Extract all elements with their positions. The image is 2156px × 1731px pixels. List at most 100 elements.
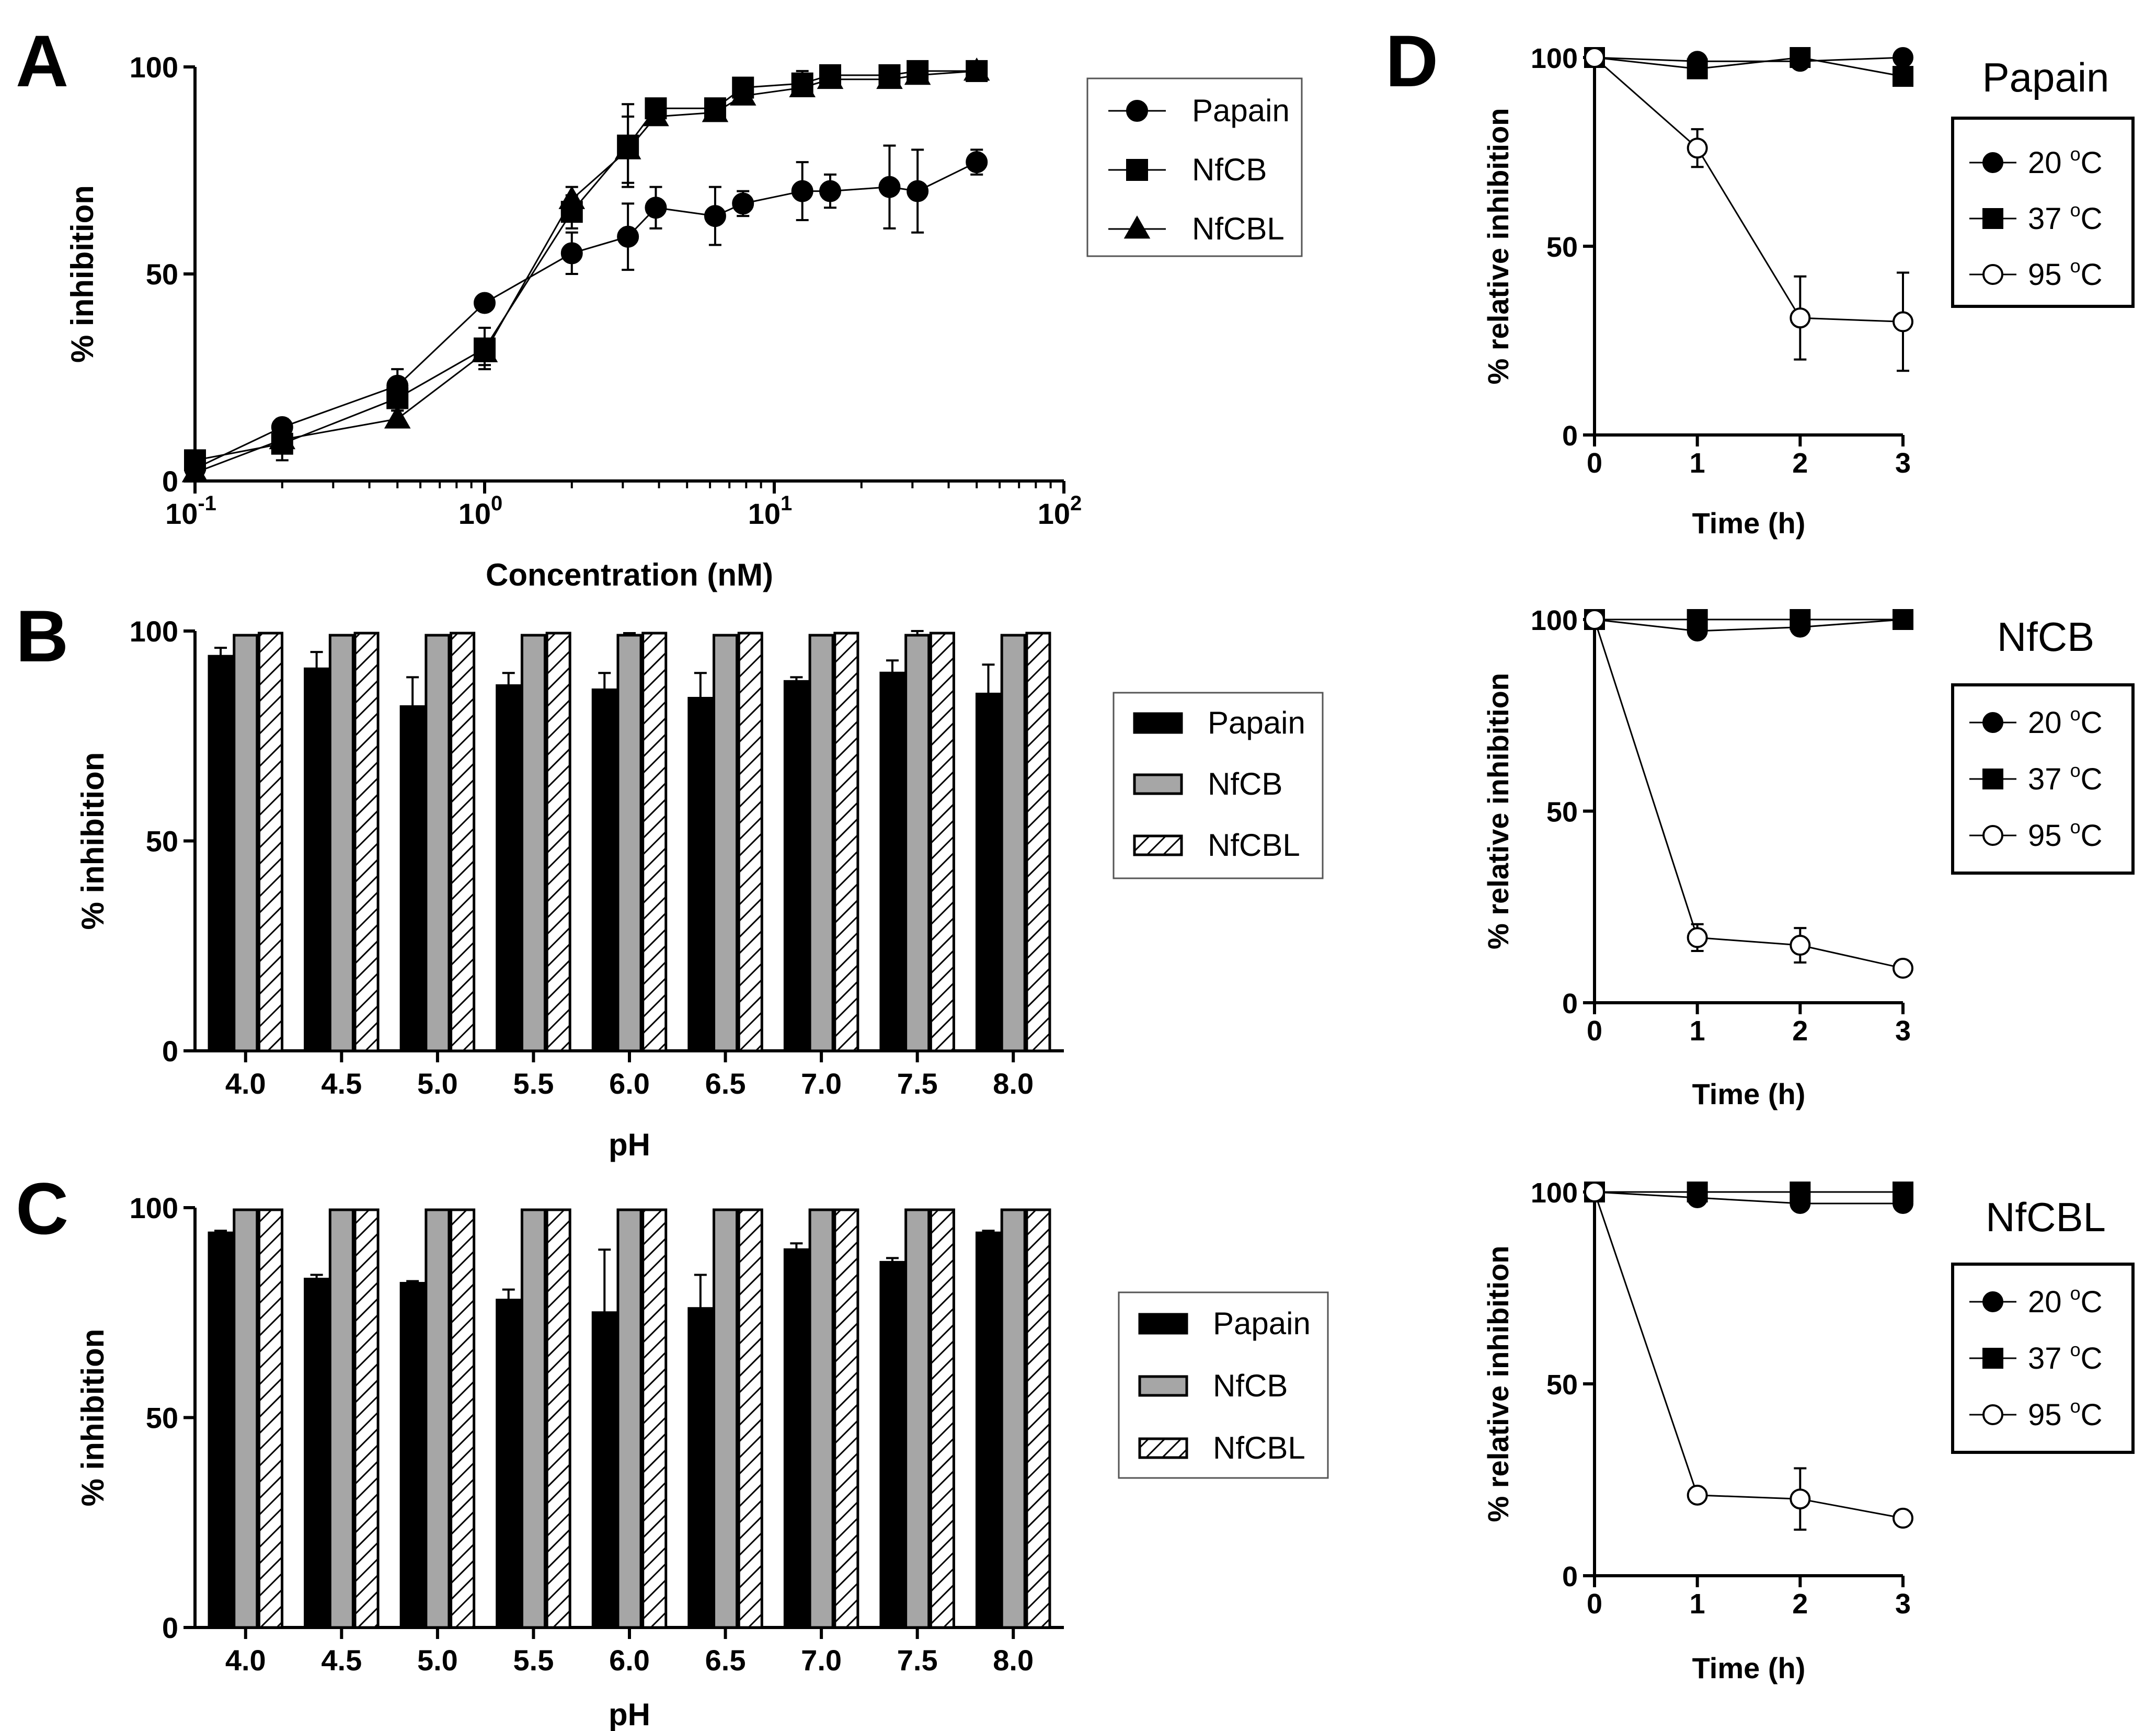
series-open-circle bbox=[1584, 1182, 1913, 1531]
x-tick-label: 6.0 bbox=[609, 1067, 650, 1100]
legend-label-number: 37 bbox=[2028, 762, 2070, 796]
x-tick-label: 7.5 bbox=[897, 1067, 938, 1100]
data-point bbox=[384, 405, 411, 429]
data-point bbox=[560, 242, 583, 265]
series-line bbox=[194, 70, 977, 474]
data-point bbox=[1687, 58, 1708, 79]
data-point bbox=[963, 58, 990, 81]
data-point bbox=[1687, 927, 1708, 948]
series-line bbox=[194, 161, 977, 469]
bar-gray bbox=[233, 1208, 259, 1629]
x-tick-label: 1 bbox=[1690, 1588, 1705, 1620]
data-point bbox=[558, 186, 586, 209]
y-tick-label: 100 bbox=[130, 51, 178, 84]
bar-hatch bbox=[929, 632, 955, 1052]
x-tick-label: 5.5 bbox=[513, 1644, 554, 1677]
series-line bbox=[1593, 1191, 1903, 1519]
y-tick-label: 100 bbox=[1531, 1177, 1578, 1209]
bar-black bbox=[496, 684, 522, 1052]
legend-label: 95 oC bbox=[2028, 255, 2103, 292]
bar-gray bbox=[425, 1208, 451, 1629]
y-tick-label: 0 bbox=[162, 465, 178, 498]
data-point bbox=[471, 339, 498, 362]
legend-marker bbox=[1982, 1404, 2003, 1425]
panel-c-chart: C 0 50 100 4.0 4.5 5.0 5.5 6.0 6.5 7.0 7.5 8.0 pH % in… bbox=[16, 1167, 1329, 1731]
data-point bbox=[269, 426, 296, 450]
x-tick-label: 4.0 bbox=[225, 1067, 266, 1100]
panel-d-papain-chart: D Papain 0 50 100 0 1 2 3 Time (h) % relative inhi… bbox=[1385, 20, 2135, 540]
x-tick-label: 3 bbox=[1895, 448, 1911, 479]
series-square bbox=[184, 60, 988, 472]
legend-label-unit: C bbox=[2081, 1342, 2103, 1375]
data-point bbox=[1584, 609, 1605, 630]
x-tick-label: 6.5 bbox=[705, 1644, 746, 1677]
bar-gray bbox=[713, 1208, 739, 1629]
chart-title: Papain bbox=[1982, 54, 2109, 100]
legend-label-degree: o bbox=[2070, 199, 2081, 221]
legend-label: Papain bbox=[1213, 1306, 1311, 1341]
bar-hatch bbox=[257, 632, 284, 1052]
y-tick-label: 100 bbox=[1531, 43, 1578, 74]
legend-label: NfCBL bbox=[1208, 828, 1300, 863]
bar-black bbox=[783, 680, 809, 1052]
legend-label-degree: o bbox=[2070, 816, 2081, 838]
series-square bbox=[1584, 47, 1913, 87]
legend-label-number: 95 bbox=[2028, 1398, 2070, 1432]
legend-swatch bbox=[1133, 834, 1183, 856]
x-tick-label: 5.0 bbox=[417, 1644, 458, 1677]
legend-label: 37 oC bbox=[2028, 1339, 2103, 1375]
y-axis-label: % relative inhibition bbox=[1482, 108, 1515, 385]
y-axis-label: % inhibition bbox=[75, 1329, 110, 1507]
data-point bbox=[474, 292, 496, 314]
bar-gray bbox=[233, 634, 259, 1052]
x-tick-label: 6.5 bbox=[705, 1067, 746, 1100]
data-point bbox=[1893, 66, 1913, 87]
legend-label: 37 oC bbox=[2028, 199, 2103, 236]
bar-gray bbox=[520, 634, 546, 1052]
x-tick-label: 102 bbox=[1038, 492, 1082, 530]
legend-label-degree: o bbox=[2070, 1339, 2081, 1360]
legend-label: Papain bbox=[1192, 93, 1290, 128]
bar-hatch bbox=[833, 632, 859, 1052]
panel-label: A bbox=[16, 20, 68, 102]
x-tick-exponent: 1 bbox=[781, 492, 792, 515]
legend-label-unit: C bbox=[2081, 1285, 2103, 1319]
bar-gray bbox=[616, 1208, 643, 1629]
legend-label-degree: o bbox=[2070, 1395, 2081, 1417]
legend-label-unit: C bbox=[2081, 1398, 2103, 1432]
data-point bbox=[643, 103, 669, 127]
bar-black bbox=[879, 671, 905, 1052]
bar-black bbox=[783, 1248, 809, 1629]
legend-label: NfCB bbox=[1192, 152, 1267, 187]
y-tick-label: 50 bbox=[1546, 232, 1578, 263]
bar-hatch bbox=[737, 632, 763, 1052]
x-axis-label: Concentration (nM) bbox=[486, 557, 773, 592]
y-axis-label: % inhibition bbox=[65, 185, 100, 363]
bar-black bbox=[304, 1278, 330, 1629]
panel-label: C bbox=[16, 1167, 68, 1249]
legend-label: NfCB bbox=[1213, 1368, 1288, 1403]
data-point bbox=[1893, 1507, 1913, 1529]
x-tick-label: 3 bbox=[1895, 1015, 1911, 1047]
data-point bbox=[1687, 137, 1708, 159]
x-tick-label: 2 bbox=[1792, 448, 1808, 479]
series-circle bbox=[1584, 609, 1913, 641]
legend-marker bbox=[1982, 1348, 2003, 1369]
bar-black bbox=[687, 696, 714, 1052]
series-line bbox=[1594, 1191, 1903, 1205]
legend-label-number: 95 bbox=[2028, 258, 2070, 292]
x-tick-label: 6.0 bbox=[609, 1644, 650, 1677]
panel-b-chart: B 0 50 100 4.0 4.5 5.0 5.5 6.0 6.5 7.0 7.5 8.0 pH % in… bbox=[16, 595, 1324, 1162]
data-point bbox=[1893, 609, 1913, 630]
data-point bbox=[704, 205, 726, 227]
bar-hatch bbox=[1025, 1208, 1051, 1629]
chart-title: NfCBL bbox=[1986, 1194, 2106, 1240]
x-tick-label: 7.5 bbox=[897, 1644, 938, 1677]
x-tick-label: 100 bbox=[458, 492, 503, 530]
legend-label-number: 20 bbox=[2028, 706, 2070, 740]
y-tick-label: 50 bbox=[146, 825, 178, 858]
legend-marker bbox=[1982, 208, 2003, 229]
x-tick-label: 7.0 bbox=[801, 1644, 842, 1677]
data-point bbox=[1687, 1182, 1708, 1202]
